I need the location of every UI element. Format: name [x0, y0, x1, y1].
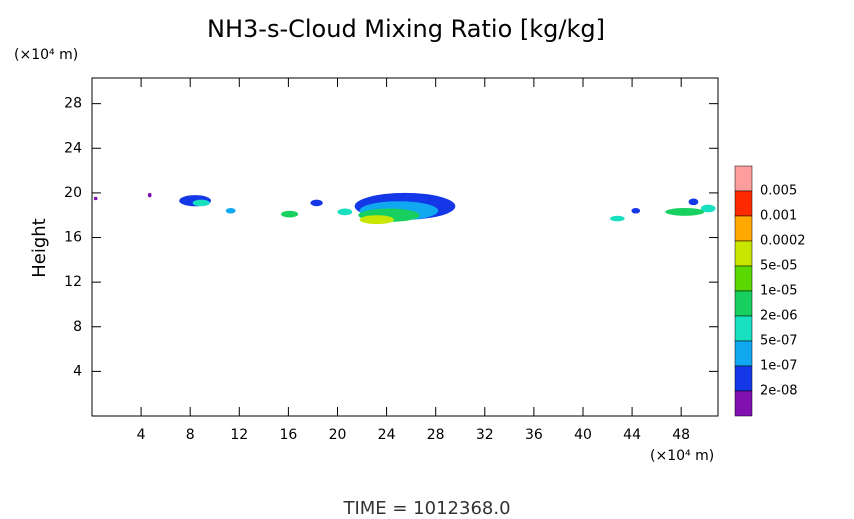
- y-tick-label: 28: [64, 96, 82, 112]
- colorbar-swatch: [734, 240, 753, 267]
- colorbar-swatch: [734, 340, 753, 367]
- cloud-region: [192, 199, 210, 207]
- colorbar-swatch: [734, 390, 753, 417]
- colorbar-label: 0.001: [760, 209, 797, 224]
- x-tick-label: 24: [378, 427, 396, 443]
- y-axis-title: Height: [29, 218, 50, 278]
- cloud-region: [225, 207, 236, 214]
- cloud-region: [147, 192, 152, 198]
- colorbar-swatch: [734, 290, 753, 317]
- colorbar-label: 2e-06: [760, 309, 798, 324]
- x-tick-label: 20: [329, 427, 347, 443]
- chart-title: NH3-s-Cloud Mixing Ratio [kg/kg]: [207, 15, 605, 43]
- x-tick-label: 28: [427, 427, 445, 443]
- cloud-region: [609, 215, 625, 222]
- cloud-region: [700, 204, 716, 213]
- colorbar-label: 1e-05: [760, 284, 798, 299]
- colorbar-swatch: [734, 165, 753, 192]
- cloud-region: [631, 207, 641, 214]
- cloud-region: [281, 210, 299, 218]
- y-tick-label: 8: [73, 319, 82, 335]
- x-tick-label: 40: [574, 427, 592, 443]
- colorbar-label: 1e-07: [760, 359, 798, 374]
- colorbar-swatch: [734, 215, 753, 242]
- plot-frame: [91, 77, 719, 417]
- x-tick-label: 36: [525, 427, 543, 443]
- cloud-region: [93, 196, 98, 201]
- y-tick-label: 12: [64, 274, 82, 290]
- cloud-region: [359, 215, 394, 225]
- x-tick-label: 44: [623, 427, 641, 443]
- cloud-region: [688, 198, 699, 206]
- colorbar-label: 5e-05: [760, 259, 798, 274]
- x-tick-label: 48: [672, 427, 690, 443]
- y-tick-label: 16: [64, 230, 82, 246]
- colorbar-swatch: [734, 265, 753, 292]
- x-tick-label: 12: [230, 427, 248, 443]
- x-tick-label: 16: [279, 427, 297, 443]
- cloud-region: [665, 207, 705, 216]
- y-tick-label: 20: [64, 185, 82, 201]
- x-tick-label: 32: [476, 427, 494, 443]
- y-tick-label: 4: [73, 363, 82, 379]
- colorbar-swatch: [734, 365, 753, 392]
- colorbar-label: 2e-08: [760, 384, 798, 399]
- cloud-region: [310, 199, 323, 207]
- x-tick-label: 4: [137, 427, 146, 443]
- colorbar-label: 5e-07: [760, 334, 798, 349]
- colorbar-swatch: [734, 315, 753, 342]
- y-unit-label: (×10⁴ m): [14, 47, 78, 63]
- x-unit-label: (×10⁴ m): [650, 448, 714, 464]
- y-tick-label: 24: [64, 140, 82, 156]
- colorbar-label: 0.0002: [760, 234, 806, 249]
- colorbar-label: 0.005: [760, 184, 797, 199]
- cloud-region: [337, 208, 353, 216]
- x-tick-label: 8: [186, 427, 195, 443]
- footer: TIME = 1012368.0: [342, 498, 510, 519]
- colorbar-swatch: [734, 190, 753, 217]
